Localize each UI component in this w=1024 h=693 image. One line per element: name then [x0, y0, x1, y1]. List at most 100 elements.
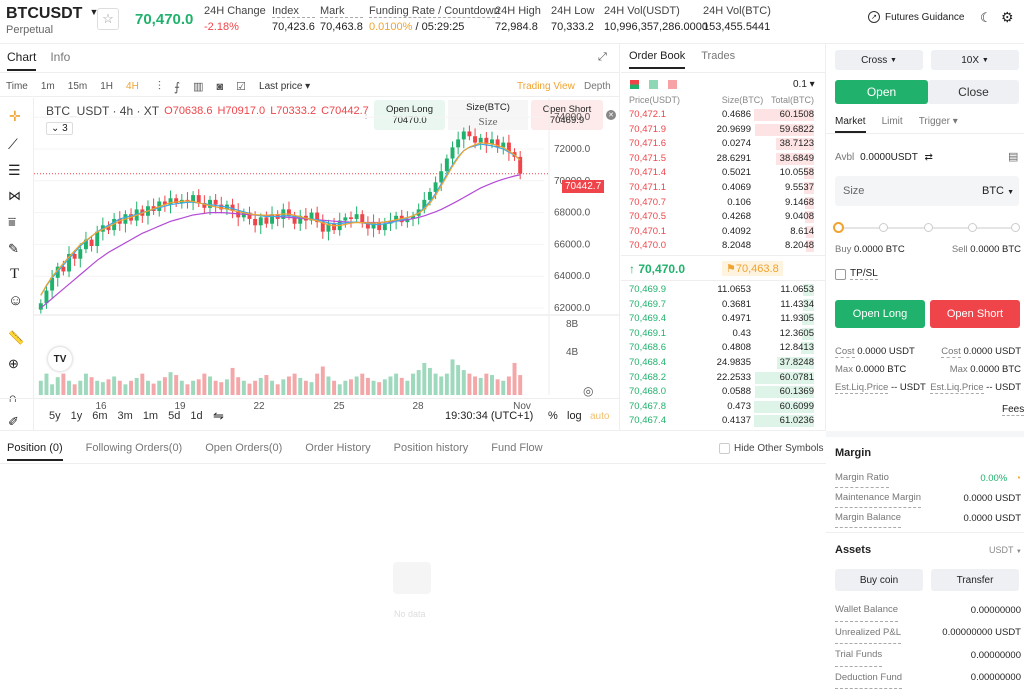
tab-trades[interactable]: Trades [701, 50, 736, 62]
book-both-icon[interactable] [630, 80, 639, 89]
favorite-star-icon[interactable]: ☆ [97, 8, 119, 30]
candle-type-icon[interactable]: ⫶ [157, 79, 161, 93]
order-type-limit[interactable]: Limit [881, 116, 903, 127]
ask-row[interactable]: 70,471.1 0.4069 9.5537 [621, 181, 826, 196]
tab-position-history[interactable]: Position history [393, 442, 469, 454]
tab-order-book[interactable]: Order Book [629, 50, 686, 69]
emoji-icon[interactable]: ☺ [8, 292, 24, 309]
ask-row[interactable]: 70,470.1 0.4092 8.614 [621, 225, 826, 240]
transfer-button[interactable]: Transfer [931, 569, 1019, 591]
symbol-selector[interactable]: BTCUSDT ▼ [6, 5, 98, 23]
tab-open-orders[interactable]: Open Orders(0) [205, 442, 283, 454]
last-price-select[interactable]: Last price ▾ [259, 81, 311, 92]
range-5d[interactable]: 5d [168, 410, 181, 422]
ask-row[interactable]: 70,470.0 8.2048 8.2048 [621, 239, 826, 254]
range-1m[interactable]: 1m [142, 410, 159, 422]
indicator-toggle[interactable]: ⌄ 3 [46, 122, 73, 135]
interval-1h[interactable]: 1H [100, 81, 114, 92]
expand-icon[interactable]: ⤢ [598, 51, 607, 63]
fib-icon[interactable]: ⩸ [8, 214, 16, 229]
transfer-arrows-icon[interactable]: ⇄ [924, 152, 933, 163]
ask-row[interactable]: 70,470.7 0.106 9.1468 [621, 196, 826, 211]
slider-step-75[interactable] [968, 223, 977, 232]
horizontal-lines-icon[interactable]: ☰ [8, 162, 21, 178]
range-1y[interactable]: 1y [70, 410, 83, 422]
ask-row[interactable]: 70,471.5 28.6291 38.6849 [621, 152, 826, 167]
ask-row[interactable]: 70,472.1 0.4686 60.1508 [621, 108, 826, 123]
interval-1m[interactable]: 1m [40, 81, 55, 92]
tpsl-checkbox[interactable]: TP/SL [835, 268, 878, 280]
bid-row[interactable]: 70,467.4 0.4137 61.0236 [621, 414, 826, 429]
range-6m[interactable]: 6m [92, 410, 108, 422]
range-5y[interactable]: 5y [49, 410, 61, 422]
order-type-market[interactable]: Market [835, 116, 866, 133]
ask-row[interactable]: 70,470.5 0.4268 9.0408 [621, 210, 826, 225]
indicators-icon[interactable]: ⨍ [173, 79, 181, 94]
tab-following-orders[interactable]: Following Orders(0) [85, 442, 183, 454]
book-asks-icon[interactable] [668, 80, 677, 89]
candlestick-chart[interactable]: 1619222528Nov74000.072000.070000.068000.… [34, 98, 620, 430]
bid-row[interactable]: 70,468.4 24.9835 37.8248 [621, 356, 826, 371]
crosshair-icon[interactable]: ✛ [9, 108, 21, 124]
tab-fund-flow[interactable]: Fund Flow [491, 442, 543, 454]
bid-row[interactable]: 70,467.8 0.473 60.6099 [621, 400, 826, 415]
slider-step-25[interactable] [879, 223, 888, 232]
ask-row[interactable]: 70,471.6 0.0274 38.7123 [621, 137, 826, 152]
text-tool-icon[interactable]: T [10, 266, 20, 282]
ask-row[interactable]: 70,471.9 20.9699 59.6822 [621, 123, 826, 138]
book-bids-icon[interactable] [649, 80, 658, 89]
quick-open-long[interactable]: Open Long 70470.0 [374, 100, 445, 130]
quick-size-field[interactable]: Size(BTC) Size [448, 100, 528, 130]
zoom-in-icon[interactable]: ⊕ [8, 356, 19, 371]
close-quick-trade-icon[interactable]: ✕ [606, 110, 616, 120]
tab-chart[interactable]: Chart [7, 50, 37, 71]
bid-row[interactable]: 70,468.6 0.4808 12.8413 [621, 341, 826, 356]
camera-icon[interactable]: ◙ [216, 80, 224, 93]
calculator-icon[interactable]: ▤ [1008, 151, 1019, 163]
bid-row[interactable]: 70,469.4 0.4971 11.9305 [621, 312, 826, 327]
auto-toggle[interactable]: auto [590, 411, 610, 422]
quick-open-short[interactable]: Open Short 70469.9 [531, 100, 603, 130]
pattern-icon[interactable]: ⋈ [8, 188, 21, 203]
slider-step-100[interactable] [1011, 223, 1020, 232]
buy-coin-button[interactable]: Buy coin [835, 569, 923, 591]
log-toggle[interactable]: log [567, 410, 582, 422]
bid-row[interactable]: 70,469.1 0.43 12.3605 [621, 327, 826, 342]
bid-row[interactable]: 70,468.2 22.2533 60.0781 [621, 371, 826, 386]
trading-view-toggle[interactable]: Trading View [517, 81, 575, 92]
tab-info[interactable]: Info [50, 50, 71, 64]
assets-currency-select[interactable]: USDT ▼ [989, 545, 1022, 555]
bid-row[interactable]: 70,469.7 0.3681 11.4334 [621, 298, 826, 313]
margin-mode-select[interactable]: Cross ▼ [835, 50, 923, 70]
interval-15m[interactable]: 15m [67, 81, 88, 92]
slider-step-50[interactable] [924, 223, 933, 232]
futures-guidance-link[interactable]: ↗ Futures Guidance [868, 11, 965, 23]
tab-position[interactable]: Position (0) [7, 442, 63, 461]
bar-chart-icon[interactable]: ▥ [193, 81, 204, 93]
order-type-trigger[interactable]: Trigger ▾ [918, 116, 958, 127]
goto-realtime-icon[interactable]: ◎ [583, 384, 594, 398]
interval-time[interactable]: Time [6, 81, 28, 92]
close-tab-button[interactable]: Close [928, 80, 1019, 104]
brush-icon[interactable]: ✎ [8, 241, 19, 256]
settings-gear-icon[interactable]: ⚙ [1001, 9, 1014, 25]
bid-row[interactable]: 70,469.9 11.0653 11.0653 [621, 283, 826, 298]
bid-row[interactable]: 70,468.0 0.0588 60.1369 [621, 385, 826, 400]
ruler-icon[interactable]: 📏 [8, 330, 25, 345]
precision-select[interactable]: 0.1 ▾ [793, 79, 815, 90]
lock-draw-icon[interactable]: ✐ [8, 414, 19, 429]
open-long-button[interactable]: Open Long [835, 300, 925, 328]
trend-line-icon[interactable]: ⟋ [8, 136, 18, 152]
tab-order-history[interactable]: Order History [305, 442, 371, 454]
fees-link[interactable]: Fees [1002, 404, 1024, 416]
drag-handle-icon[interactable]: ⋮⋮ [361, 110, 381, 121]
depth-toggle[interactable]: Depth [584, 81, 611, 92]
range-3m[interactable]: 3m [117, 410, 133, 422]
hide-other-symbols-checkbox[interactable]: Hide Other Symbols [719, 443, 823, 454]
goto-date-icon[interactable]: ⇋ [213, 408, 224, 423]
template-icon[interactable]: ☑ [236, 81, 247, 93]
size-slider-handle[interactable] [833, 222, 844, 233]
dark-mode-moon-icon[interactable]: ☾ [980, 10, 992, 25]
ask-row[interactable]: 70,471.4 0.5021 10.0558 [621, 166, 826, 181]
magnet-icon[interactable]: ∩ [8, 390, 17, 405]
